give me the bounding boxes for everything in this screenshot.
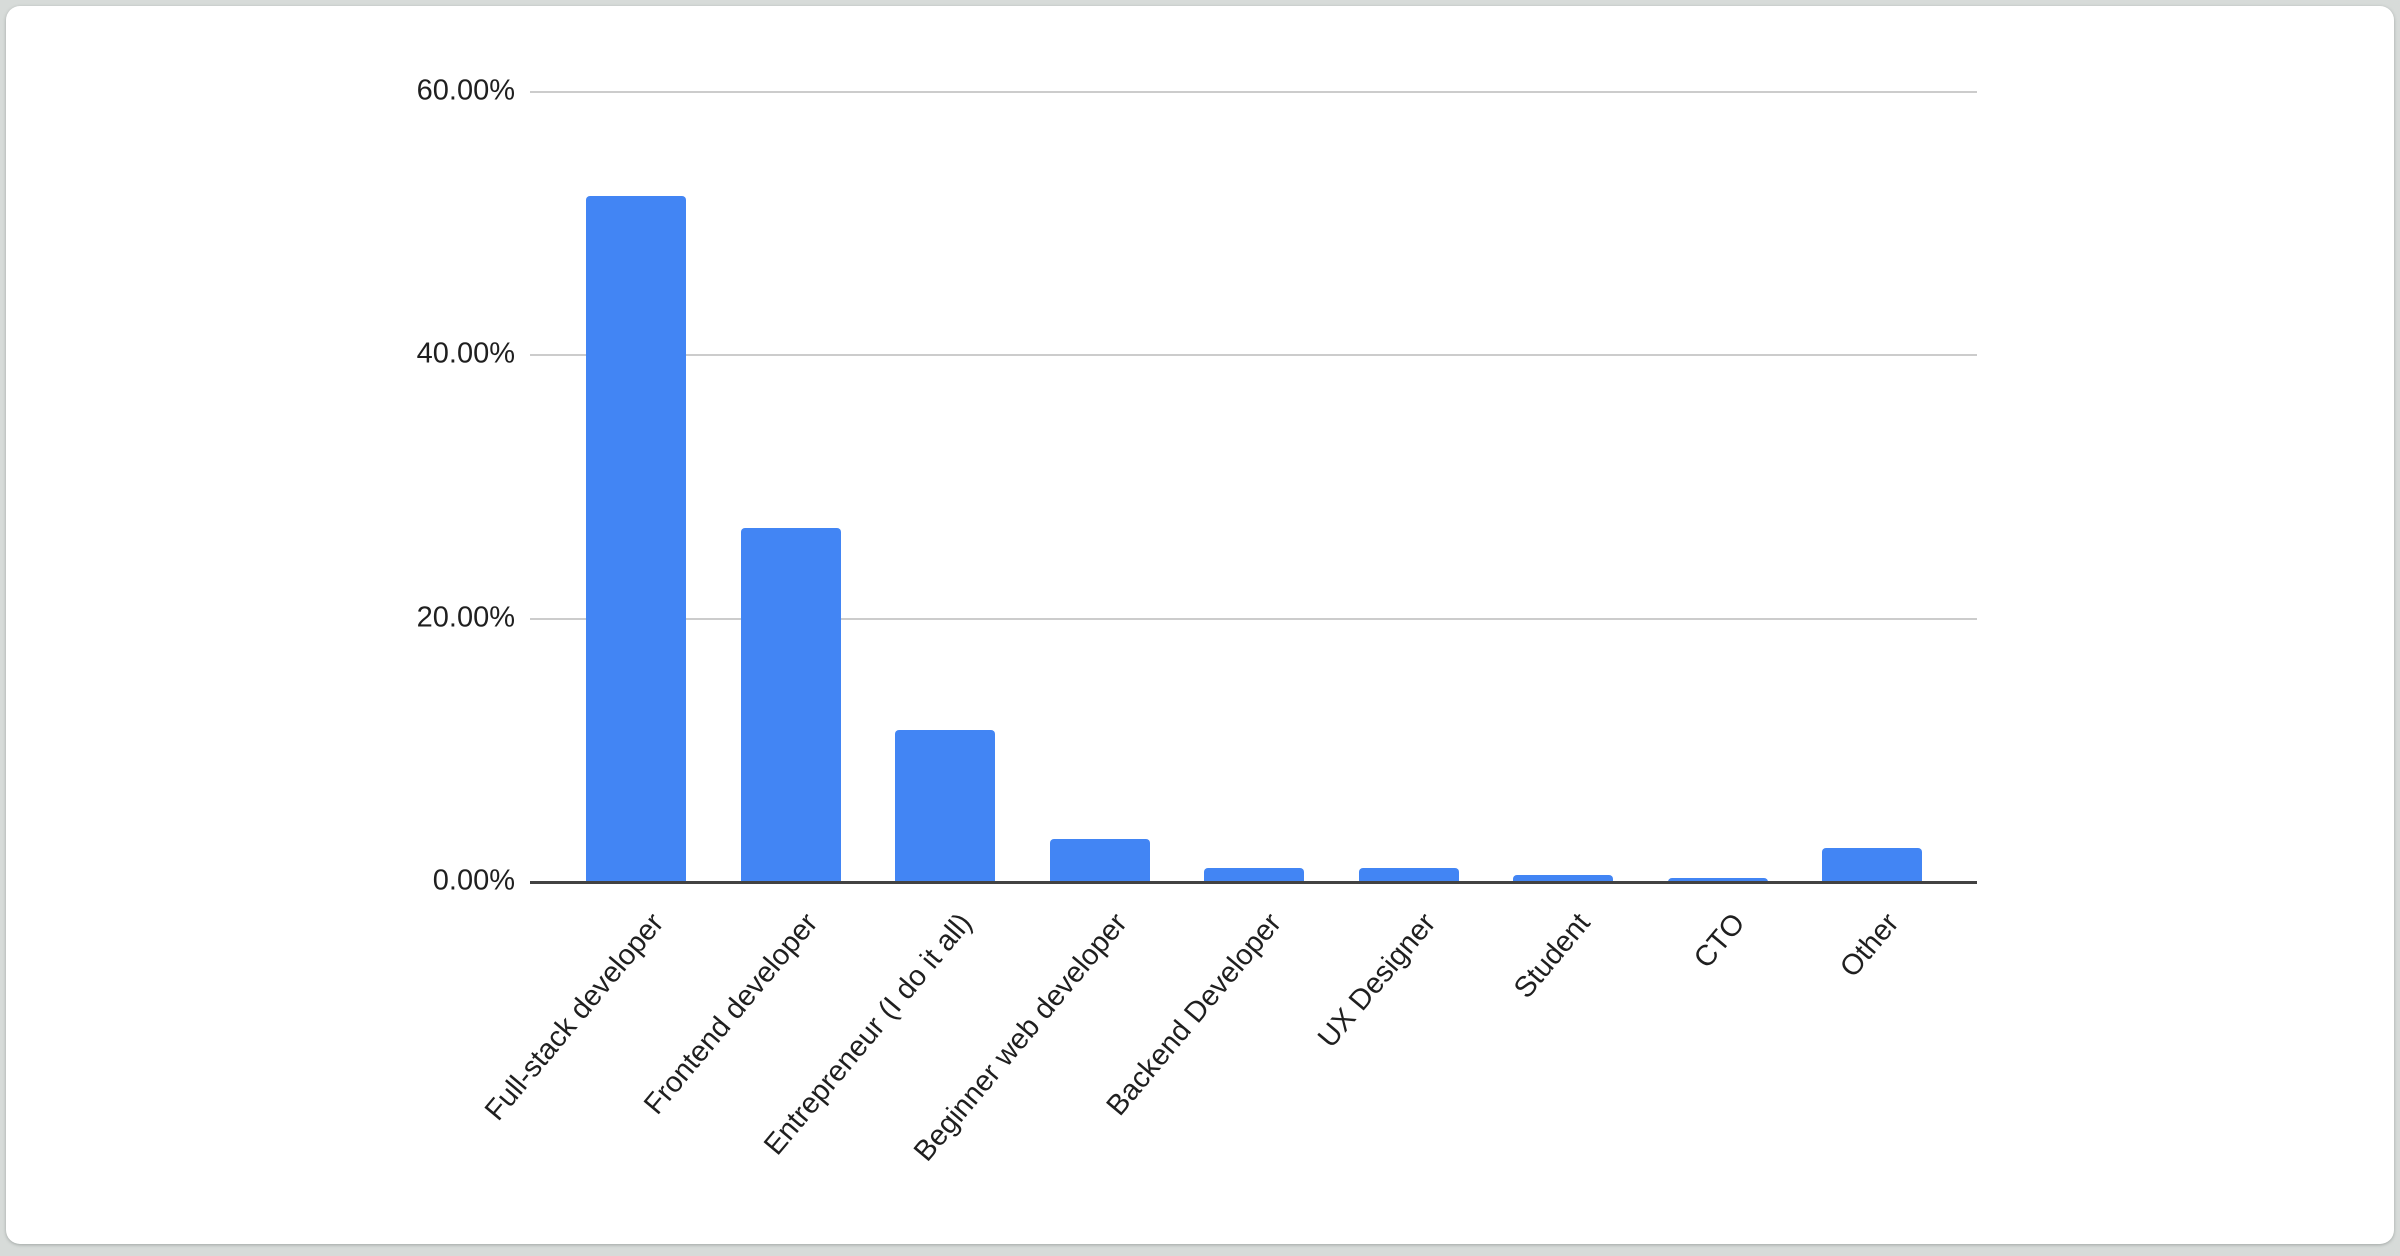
x-label-cto: CTO xyxy=(1687,907,1752,975)
y-tick-label: 40.00% xyxy=(416,337,515,370)
x-label-backend-developer: Backend Developer xyxy=(1100,907,1288,1122)
y-tick-label: 20.00% xyxy=(416,600,515,633)
bar-full-stack-developer[interactable] xyxy=(586,195,686,882)
bar-frontend-developer[interactable] xyxy=(740,527,841,882)
bar-cto[interactable] xyxy=(1667,878,1768,882)
gridline xyxy=(530,617,1977,620)
bar-student[interactable] xyxy=(1513,875,1613,882)
x-label-other: Other xyxy=(1834,907,1906,984)
chart-card xyxy=(6,6,2394,1244)
x-label-full-stack-developer: Full-stack developer xyxy=(478,907,670,1127)
bar-backend-developer[interactable] xyxy=(1204,867,1304,882)
x-label-frontend-developer: Frontend developer xyxy=(638,907,825,1121)
gridline xyxy=(530,90,1977,93)
gridline xyxy=(530,354,1977,356)
y-tick-label: 60.00% xyxy=(416,73,515,106)
x-axis-line xyxy=(530,881,1977,884)
bar-ux-designer[interactable] xyxy=(1358,867,1459,882)
bar-other[interactable] xyxy=(1822,847,1922,882)
x-label-student: Student xyxy=(1507,907,1597,1005)
x-label-ux-designer: UX Designer xyxy=(1312,907,1443,1054)
bar-beginner-web-developer[interactable] xyxy=(1049,838,1150,882)
y-tick-label: 0.00% xyxy=(432,864,515,897)
bar-entrepreneur-i-do-it-all[interactable] xyxy=(895,730,995,882)
